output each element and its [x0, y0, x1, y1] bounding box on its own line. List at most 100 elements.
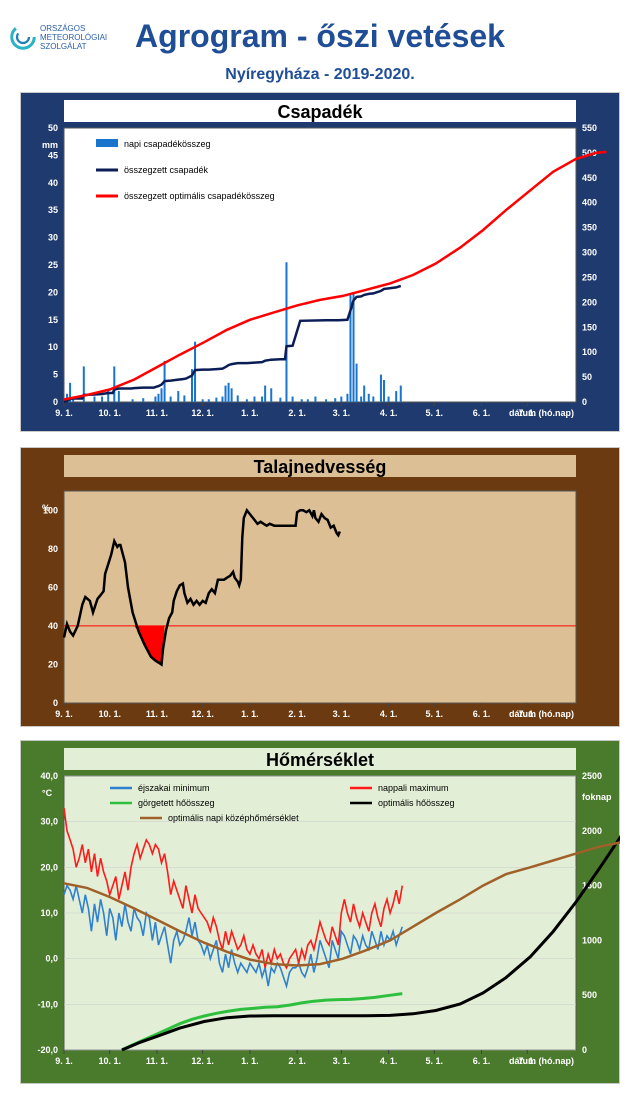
- y2-tick-label: 2000: [582, 826, 602, 836]
- x-tick-label: 6. 1.: [473, 709, 491, 719]
- org-line-3: SZOLGÁLAT: [40, 42, 87, 51]
- x-tick-label: 2. 1.: [288, 1056, 306, 1066]
- precip-bar: [360, 396, 363, 402]
- precip-bar: [169, 396, 172, 402]
- precip-bar: [93, 396, 96, 402]
- precip-bar: [291, 396, 294, 402]
- x-tick-label: 1. 1.: [241, 1056, 259, 1066]
- y-tick-label: 50: [48, 123, 58, 133]
- x-tick-label: 11. 1.: [146, 408, 168, 418]
- series-line-2: [63, 150, 607, 401]
- x-tick-label: 11. 1.: [146, 1056, 168, 1066]
- y-tick-label: -20,0: [37, 1045, 58, 1055]
- x-tick-label: 2. 1.: [288, 709, 306, 719]
- org-name: ORSZÁGOS METEOROLÓGIAI SZOLGÁLAT: [40, 24, 107, 51]
- y2-tick-label: 400: [582, 198, 597, 208]
- page-title: Agrogram - őszi vetések: [135, 18, 505, 54]
- org-line-2: METEOROLÓGIAI: [40, 33, 108, 42]
- title-background: [64, 455, 576, 477]
- y2-tick-label: 0: [582, 397, 587, 407]
- y-axis-label: °C: [42, 788, 53, 798]
- y2-tick-label: 50: [582, 372, 592, 382]
- temperature-chart: Hőmérséklet -20,0 -10,0 0,0 10,0 20,0 30,0 40,0…: [20, 740, 620, 1084]
- legend-swatch: [96, 139, 118, 147]
- precip-bar: [372, 396, 375, 402]
- precip-bar: [270, 388, 273, 402]
- y2-axis-label: foknap: [582, 792, 612, 802]
- x-tick-label: 12. 1.: [191, 1056, 214, 1066]
- y2-tick-label: 250: [582, 272, 597, 282]
- y-axis-label: %: [42, 503, 50, 513]
- precip-bar: [379, 374, 382, 402]
- x-tick-label: 5. 1.: [426, 709, 444, 719]
- legend-label: éjszakai minimum: [138, 783, 210, 793]
- y-tick-label: 80: [48, 544, 58, 554]
- y-tick-label: 5: [53, 370, 58, 380]
- title-background: [64, 748, 576, 770]
- x-tick-label: 2. 1.: [288, 408, 306, 418]
- y2-tick-label: 200: [582, 297, 597, 307]
- y-tick-label: -10,0: [37, 999, 58, 1009]
- x-tick-label: 6. 1.: [473, 408, 491, 418]
- precip-bar: [113, 366, 116, 402]
- legend-label: összegzett optimális csapadékösszeg: [124, 191, 275, 201]
- precip-bar: [264, 385, 267, 402]
- precip-bar: [253, 396, 256, 402]
- y-tick-label: 40,0: [40, 771, 58, 781]
- x-tick-label: 9. 1.: [55, 408, 73, 418]
- y2-tick-label: 500: [582, 148, 597, 158]
- y-tick-label: 0,0: [45, 954, 58, 964]
- y-tick-label: 20: [48, 659, 58, 669]
- x-axis-label: dátum (hó.nap): [509, 1056, 574, 1066]
- x-tick-label: 7. 1.: [518, 709, 536, 719]
- chart-title: Talajnedvesség: [254, 457, 387, 477]
- precip-bar: [207, 399, 210, 402]
- legend-label: napi csapadékösszeg: [124, 139, 211, 149]
- y-axis-label: mm: [42, 140, 58, 150]
- precip-bar: [261, 396, 264, 402]
- precip-bar: [387, 396, 390, 402]
- x-tick-label: 3. 1.: [333, 408, 351, 418]
- precip-bar: [325, 399, 328, 402]
- chart-title: Hőmérséklet: [266, 750, 374, 770]
- precip-bar: [285, 262, 288, 402]
- x-tick-label: 1. 1.: [241, 709, 259, 719]
- x-tick-label: 6. 1.: [473, 1056, 491, 1066]
- x-tick-label: 12. 1.: [191, 709, 214, 719]
- y-tick-label: 35: [48, 205, 58, 215]
- y2-tick-label: 1500: [582, 881, 602, 891]
- series-line-4: [63, 841, 620, 967]
- y-tick-label: 0: [53, 698, 58, 708]
- precip-bar: [300, 399, 303, 402]
- y-tick-label: 30: [48, 233, 58, 243]
- x-tick-label: 10. 1.: [98, 408, 121, 418]
- y-tick-label: 0: [53, 397, 58, 407]
- series-line-1: [63, 284, 402, 404]
- precip-bar: [340, 396, 343, 402]
- legend-label: nappali maximum: [378, 783, 449, 793]
- precip-bar: [131, 399, 134, 402]
- legend-label: optimális napi középhőmérséklet: [168, 813, 299, 823]
- x-tick-label: 10. 1.: [98, 1056, 121, 1066]
- precip-bar: [82, 366, 85, 402]
- soil-moisture-line: [62, 507, 341, 667]
- precip-bar: [306, 399, 309, 402]
- precip-bar: [355, 363, 358, 402]
- y2-tick-label: 350: [582, 223, 597, 233]
- y-tick-label: 10,0: [40, 908, 58, 918]
- x-tick-label: 3. 1.: [333, 709, 351, 719]
- x-tick-label: 7. 1.: [518, 1056, 536, 1066]
- y2-tick-label: 550: [582, 123, 597, 133]
- page-subtitle: Nyíregyháza - 2019-2020.: [225, 66, 415, 83]
- x-tick-label: 3. 1.: [333, 1056, 351, 1066]
- y-tick-label: 20,0: [40, 862, 58, 872]
- precip-bar: [201, 399, 204, 402]
- x-tick-label: 12. 1.: [191, 408, 214, 418]
- series-line-1: [63, 807, 404, 970]
- precip-bar: [117, 391, 120, 402]
- x-tick-label: 9. 1.: [55, 709, 73, 719]
- y2-tick-label: 1000: [582, 935, 602, 945]
- y2-tick-label: 150: [582, 322, 597, 332]
- x-axis-label: dátum (hó.nap): [509, 709, 574, 719]
- y-tick-label: 40: [48, 178, 58, 188]
